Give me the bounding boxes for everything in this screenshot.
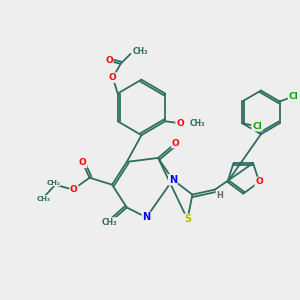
- Text: O: O: [176, 119, 184, 128]
- Text: O: O: [79, 158, 87, 167]
- Text: H: H: [216, 191, 223, 200]
- Text: O: O: [172, 139, 180, 148]
- Text: CH₃: CH₃: [190, 119, 205, 128]
- Text: O: O: [109, 73, 117, 82]
- Text: N: N: [142, 212, 150, 222]
- Text: O: O: [105, 56, 113, 65]
- Text: Cl: Cl: [252, 122, 262, 131]
- Text: CH₂: CH₂: [46, 180, 60, 186]
- Text: Cl: Cl: [289, 92, 298, 101]
- Text: N: N: [169, 175, 177, 185]
- Text: S: S: [184, 214, 191, 224]
- Text: CH₃: CH₃: [132, 47, 148, 56]
- Text: O: O: [70, 185, 78, 194]
- Text: O: O: [255, 178, 263, 187]
- Text: CH₃: CH₃: [101, 218, 117, 227]
- Text: CH₃: CH₃: [37, 196, 50, 202]
